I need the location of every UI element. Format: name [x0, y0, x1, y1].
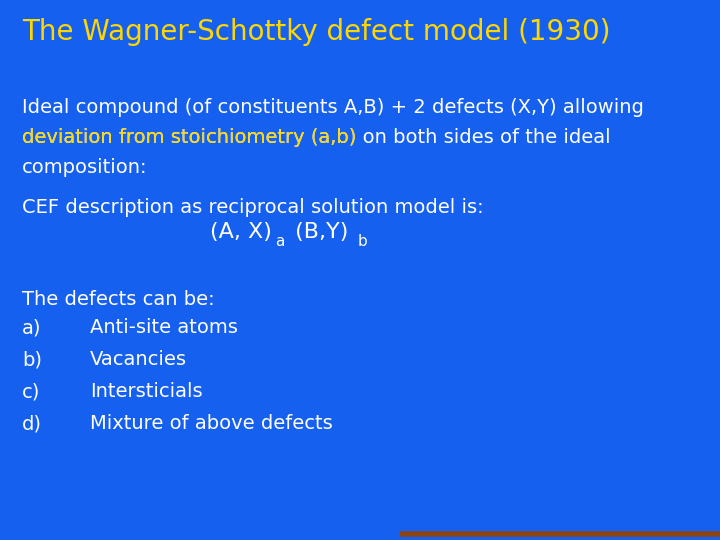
Text: Intersticials: Intersticials	[90, 382, 202, 401]
Text: Anti-site atoms: Anti-site atoms	[90, 318, 238, 337]
Text: Mixture of above defects: Mixture of above defects	[90, 414, 333, 433]
Text: deviation from stoichiometry (a,b): deviation from stoichiometry (a,b)	[22, 128, 356, 147]
Text: b): b)	[22, 350, 42, 369]
Text: composition:: composition:	[22, 158, 148, 177]
Text: (B,Y): (B,Y)	[288, 222, 348, 242]
Text: d): d)	[22, 414, 42, 433]
Text: (A, X): (A, X)	[210, 222, 272, 242]
Text: deviation from stoichiometry (a,b) on both sides of the ideal: deviation from stoichiometry (a,b) on bo…	[22, 128, 611, 147]
Text: The Wagner-Schottky defect model (1930): The Wagner-Schottky defect model (1930)	[22, 18, 611, 46]
Text: Vacancies: Vacancies	[90, 350, 187, 369]
Text: Ideal compound (of constituents A,B) + 2 defects (X,Y) allowing: Ideal compound (of constituents A,B) + 2…	[22, 98, 644, 117]
Text: The defects can be:: The defects can be:	[22, 290, 215, 309]
Text: a: a	[275, 234, 284, 249]
Text: b: b	[358, 234, 368, 249]
Text: CEF description as reciprocal solution model is:: CEF description as reciprocal solution m…	[22, 198, 484, 217]
Text: c): c)	[22, 382, 40, 401]
Text: a): a)	[22, 318, 42, 337]
